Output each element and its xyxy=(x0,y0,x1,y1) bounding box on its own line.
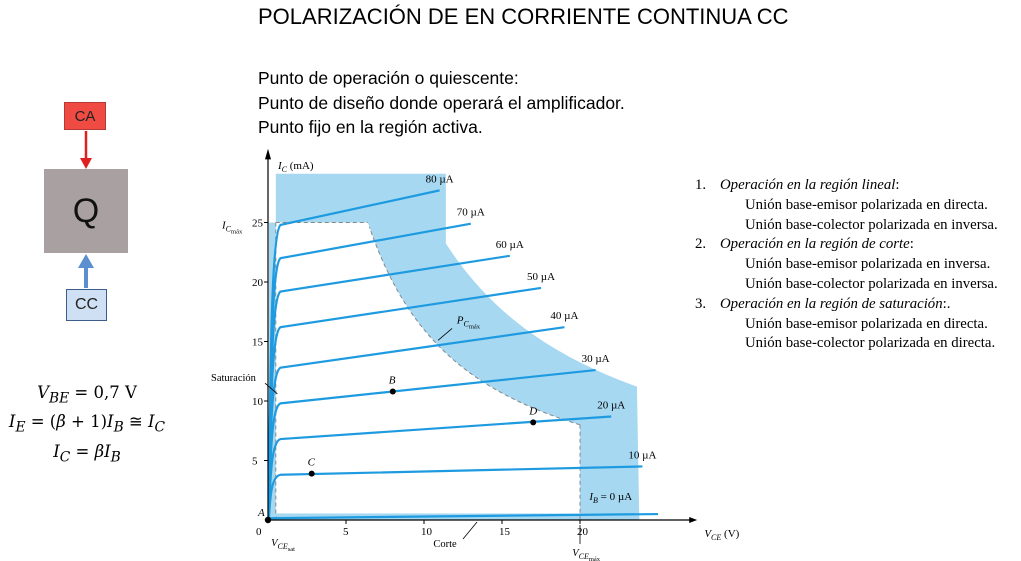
x-tick-label: 0 xyxy=(256,526,262,538)
curves-layer xyxy=(267,189,659,521)
operating-point-label: B xyxy=(389,374,396,386)
ib-curve-label: 60 µA xyxy=(496,239,524,251)
ca-box: CA xyxy=(64,102,106,130)
operation-heading: Operación en la región de saturación xyxy=(720,295,943,312)
limit-region xyxy=(275,173,640,520)
pc-max-leader xyxy=(437,328,453,341)
vce-sat-label: VCEsat xyxy=(271,538,295,553)
y-tick-label: 20 xyxy=(252,277,264,289)
y-tick-label: 10 xyxy=(252,396,264,408)
cutoff-leader xyxy=(462,521,478,540)
intro-text: Punto de operación o quiescente: Punto d… xyxy=(258,66,625,140)
formula-ie: IE = (β + 1)IB ≅ IC xyxy=(8,412,166,436)
intro-line-3: Punto fijo en la región activa. xyxy=(258,117,483,137)
operating-point-label: A xyxy=(257,507,265,519)
operating-point-label: C xyxy=(308,457,316,469)
operation-item: 2. Operación en la región de corte: Unió… xyxy=(695,235,998,294)
ib-curve-label: 10 µA xyxy=(628,449,656,461)
operating-point-label: D xyxy=(528,405,537,417)
operation-suffix: : xyxy=(895,177,900,193)
y-tick-label: 15 xyxy=(252,337,264,349)
x-tick-label: 15 xyxy=(499,526,511,538)
ib-curve xyxy=(267,189,440,521)
operating-point xyxy=(264,516,272,524)
ib-curve-label: 80 µA xyxy=(426,173,454,185)
ic-max-label: ICmáx xyxy=(221,220,243,236)
saturation-leader xyxy=(264,382,278,395)
ib-curve-label: 30 µA xyxy=(582,353,610,365)
operation-number: 3. xyxy=(695,295,707,312)
labels-layer: IB = 0 µA 10 µA 20 µA 30 µA 40 µA 50 µA 60 µA 7… xyxy=(211,160,740,561)
operating-point xyxy=(389,388,396,395)
formula-vbe: VBE = 0,7 V xyxy=(37,383,137,407)
intro-line-2: Punto de diseño donde operará el amplifi… xyxy=(258,92,625,113)
ib-curve-label: 50 µA xyxy=(527,271,555,283)
ib-curve-label: 20 µA xyxy=(597,399,625,411)
page-title: POLARIZACIÓN DE EN CORRIENTE CONTINUA CC xyxy=(258,4,789,29)
operation-item: 3. Operación en la región de saturación:… xyxy=(695,295,998,354)
cc-box: CC xyxy=(66,289,107,321)
operation-suffix: :. xyxy=(942,295,951,312)
y-axis-label: IC (mA) xyxy=(277,160,314,174)
ib-curve-label: 40 µA xyxy=(550,310,578,322)
operation-heading: Operación en la región de corte xyxy=(720,236,910,253)
y-axis-arrow xyxy=(265,148,271,160)
intro-line-1: Punto de operación o quiescente: xyxy=(258,68,519,88)
pc-max-curve xyxy=(368,226,581,426)
operation-number: 2. xyxy=(695,236,707,253)
y-tick-label: 5 xyxy=(252,456,258,468)
x-tick-label: 10 xyxy=(421,526,433,538)
q-box: Q xyxy=(44,169,128,253)
ib-curve-label: IB = 0 µA xyxy=(588,491,632,505)
operation-line: Unión base-emisor polarizada en directa. xyxy=(745,315,988,332)
operating-point xyxy=(530,419,537,426)
operating-point xyxy=(308,470,315,477)
operation-line: Unión base-colector polarizada en invers… xyxy=(745,216,998,233)
y-tick-label: 25 xyxy=(252,218,264,230)
ib-curve xyxy=(267,512,659,520)
operation-suffix: : xyxy=(909,236,914,253)
formula-ic: IC = βIB xyxy=(53,441,121,465)
operation-line: Unión base-colector polarizada en direct… xyxy=(745,335,996,352)
x-axis-label: VCE (V) xyxy=(704,528,739,542)
operation-item: 1. Operación en la región lineal: Unión … xyxy=(695,176,998,235)
x-tick-label: 5 xyxy=(343,526,349,538)
saturation-label: Saturación xyxy=(211,373,257,384)
operations-list: 1. Operación en la región lineal: Unión … xyxy=(695,176,998,354)
operation-line: Unión base-colector polarizada en invers… xyxy=(745,275,998,292)
ib-curve-label: 70 µA xyxy=(457,207,485,219)
axes-layer: 0 5 10 15 20 5 10 15 20 25 xyxy=(252,148,698,538)
x-tick-label: 20 xyxy=(577,526,589,538)
formulas: VBE = 0,7 V IE = (β + 1)IB ≅ IC IC = βIB xyxy=(0,381,174,469)
cutoff-label: Corte xyxy=(433,539,457,550)
x-axis-arrow xyxy=(689,517,698,523)
operation-heading: Operación en la región lineal xyxy=(720,177,896,193)
pc-max-label: PCmáx xyxy=(456,315,481,331)
operation-line: Unión base-emisor polarizada en inversa. xyxy=(745,256,991,273)
vce-max-label: VCEmáx xyxy=(572,548,601,561)
operation-number: 1. xyxy=(695,177,707,193)
operation-line: Unión base-emisor polarizada en directa. xyxy=(745,196,988,213)
